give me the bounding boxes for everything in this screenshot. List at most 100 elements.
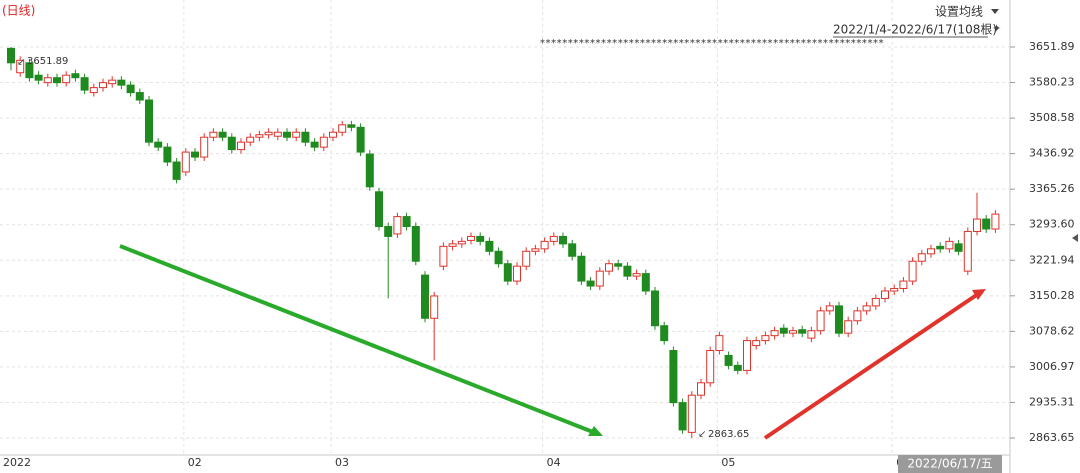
candle-body	[513, 265, 521, 282]
candle-body	[283, 131, 291, 138]
candle-body	[871, 297, 880, 307]
candle-body	[338, 124, 347, 133]
y-tick-label: 3508.58	[1029, 111, 1075, 124]
candle-body	[301, 131, 310, 143]
candle-body	[200, 136, 209, 158]
marker-row: ****************************************…	[540, 38, 884, 49]
ma-setting[interactable]: 设置均线	[935, 5, 983, 19]
candle-body	[549, 235, 558, 242]
candle-body	[687, 394, 696, 433]
candle-body	[595, 270, 604, 287]
candle-body	[246, 136, 255, 143]
candle-body	[908, 260, 917, 282]
y-tick-label: 3651.89	[1029, 40, 1075, 53]
x-tick-label: 05	[721, 456, 735, 469]
x-tick-label: 02	[188, 456, 202, 469]
candle-body	[954, 243, 963, 252]
candle-body	[743, 340, 751, 371]
candle-body	[347, 124, 356, 128]
arrow-head	[972, 289, 986, 300]
x-tick-label: 2022	[3, 456, 31, 469]
candle-body	[586, 280, 595, 287]
candle-body	[126, 84, 135, 94]
candle-body	[927, 248, 935, 255]
candle-body	[917, 253, 926, 262]
y-tick-label: 3150.28	[1029, 289, 1075, 302]
candle-body	[209, 131, 218, 138]
period-label: (日线)	[2, 4, 35, 18]
candle-body	[862, 305, 871, 312]
candle-body	[71, 73, 80, 79]
candle-body	[292, 131, 301, 138]
candle-body	[807, 330, 816, 339]
y-tick-label: 3078.62	[1029, 324, 1075, 337]
candle-body	[218, 131, 227, 138]
candle-body	[733, 364, 742, 371]
candle-body	[973, 218, 981, 232]
candle-body	[540, 240, 549, 250]
candle-body	[605, 263, 613, 272]
y-tick-label: 3436.92	[1029, 147, 1075, 160]
candle-body	[264, 131, 273, 136]
trend-arrow-up	[763, 292, 980, 440]
candle-body	[559, 235, 567, 245]
candle-body	[34, 74, 43, 81]
y-tick-label: 3221.94	[1029, 253, 1075, 266]
side-arrow[interactable]	[1072, 234, 1078, 242]
y-tick-label: 2863.65	[1029, 431, 1075, 444]
candle-body	[7, 47, 15, 64]
candle-body	[678, 402, 687, 431]
trend-arrow-down	[119, 244, 599, 436]
candle-body	[853, 310, 862, 322]
cursor-date-box	[898, 455, 1002, 473]
cursor-date: 2022/06/17/五	[907, 457, 992, 471]
candle-body	[522, 250, 531, 267]
candle-body	[172, 161, 181, 180]
y-tick-label: 3365.26	[1029, 182, 1075, 195]
candle-body	[844, 320, 853, 334]
candle-body	[16, 59, 25, 74]
candles	[7, 46, 1000, 439]
candle-body	[237, 141, 245, 151]
candle-body	[963, 230, 972, 272]
candle-body	[255, 134, 264, 138]
candle-body	[890, 288, 899, 292]
candle-body	[881, 290, 889, 299]
y-tick-label: 3293.60	[1029, 218, 1075, 231]
candle-body	[329, 131, 337, 138]
pin-icon[interactable]: ✦	[992, 22, 1001, 35]
candle-body	[494, 250, 503, 265]
candle-body	[779, 327, 788, 334]
candle-body	[982, 218, 991, 230]
candle-body	[80, 77, 89, 91]
candle-body	[467, 235, 475, 241]
candle-body	[393, 216, 402, 235]
candle-body	[145, 99, 153, 143]
candle-body	[715, 335, 724, 352]
candle-body	[651, 290, 659, 327]
dropdown-icon[interactable]	[991, 9, 999, 14]
candle-body	[163, 146, 172, 163]
low-label: 2863.65	[708, 429, 749, 440]
candle-body	[503, 263, 512, 282]
candle-body	[154, 141, 163, 148]
candle-body	[531, 248, 540, 252]
candle-body	[770, 330, 779, 337]
candle-body	[697, 382, 705, 396]
high-label: 3651.89	[27, 56, 68, 67]
candle-body	[945, 240, 954, 250]
candle-body	[476, 235, 485, 242]
candle-body	[421, 274, 429, 319]
y-tick-label: 3580.23	[1029, 76, 1075, 89]
candle-body	[135, 92, 144, 101]
candle-body	[798, 329, 807, 334]
candle-body	[375, 191, 383, 228]
candle-body	[191, 151, 199, 158]
candle-body	[181, 151, 190, 173]
candle-body	[641, 273, 650, 292]
candle-body	[623, 265, 632, 277]
candle-body	[457, 240, 466, 245]
candle-body	[310, 141, 319, 148]
